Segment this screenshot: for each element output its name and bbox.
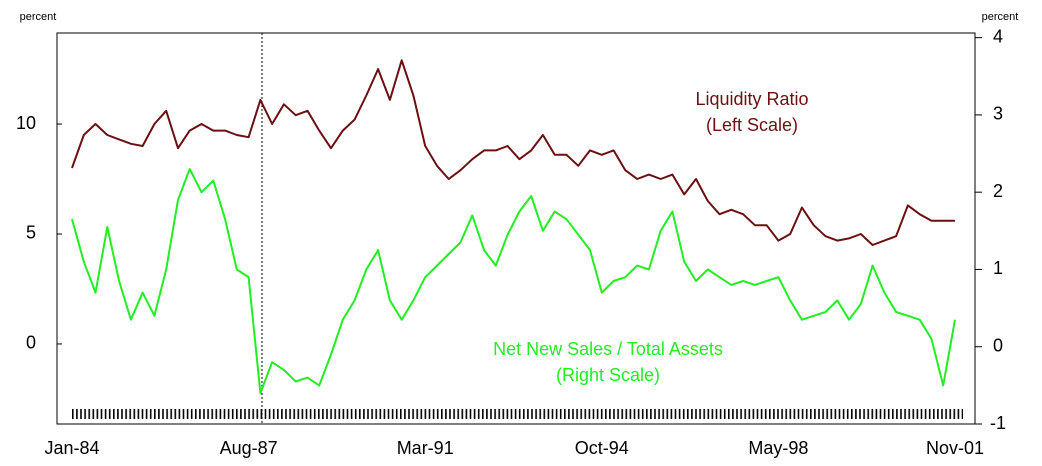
x-tick-label: Oct-94 [575, 438, 629, 458]
x-tick-label: Nov-01 [926, 438, 984, 458]
y2-tick-label: 0 [993, 335, 1003, 355]
series-note: (Left Scale) [706, 115, 798, 135]
y-axis-label: percent [20, 11, 57, 23]
y2-tick-label: 4 [993, 26, 1003, 46]
y2-axis-label: percent [982, 11, 1019, 23]
x-tick-label: Jan-84 [44, 438, 99, 458]
y2-tick-label: 3 [993, 104, 1003, 124]
y2-tick-label: 1 [993, 258, 1003, 278]
series-line [71, 59, 955, 246]
y-tick-label: 0 [26, 333, 36, 353]
y-tick-label: 5 [26, 223, 36, 243]
x-tick-label: Aug-87 [220, 438, 278, 458]
plot-frame [56, 32, 976, 425]
y-tick-label: 10 [16, 113, 36, 133]
series-line [71, 168, 956, 395]
series-note: (Right Scale) [556, 365, 660, 385]
x-tick-label: Mar-91 [397, 438, 454, 458]
y2-tick-label: -1 [990, 413, 1006, 433]
x-tick-label: May-98 [748, 438, 808, 458]
y2-tick-label: 2 [993, 181, 1003, 201]
series-label: Net New Sales / Total Assets [493, 339, 723, 359]
month-ticks [70, 409, 963, 419]
series-label: Liquidity Ratio [695, 89, 808, 109]
